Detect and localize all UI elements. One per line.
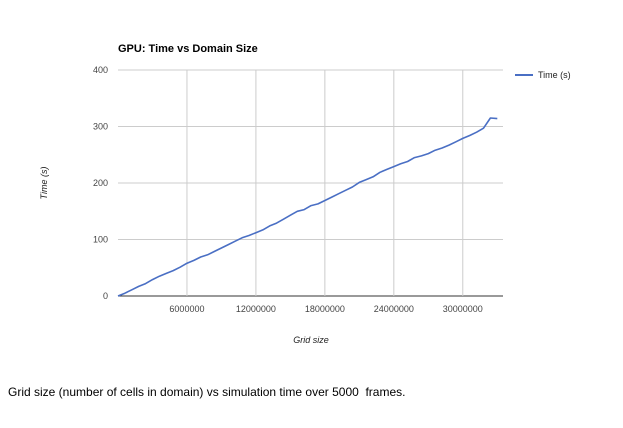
x-tick-label: 12000000 — [236, 304, 276, 314]
grid — [118, 69, 503, 297]
x-axis-title: Grid size — [293, 335, 329, 345]
chart-title: GPU: Time vs Domain Size — [118, 43, 258, 55]
x-tick-label: 24000000 — [374, 304, 414, 314]
y-tick-label: 200 — [93, 178, 108, 188]
legend: Time (s) — [515, 70, 571, 80]
series-layer — [117, 117, 498, 297]
series-line — [117, 117, 498, 297]
figure-caption: Grid size (number of cells in domain) vs… — [8, 385, 406, 399]
y-tick-label: 0 — [103, 291, 108, 301]
tick-labels: 0 100 200 300 400 6000000 12000000 18000000 2400… — [93, 65, 483, 314]
y-tick-label: 400 — [93, 65, 108, 75]
x-tick-label: 18000000 — [305, 304, 345, 314]
y-tick-label: 300 — [93, 122, 108, 132]
y-axis-title: Time (s) — [39, 167, 49, 200]
x-tick-label: 6000000 — [169, 304, 204, 314]
legend-label: Time (s) — [538, 70, 571, 80]
y-tick-label: 100 — [93, 235, 108, 245]
x-tick-label: 30000000 — [443, 304, 483, 314]
